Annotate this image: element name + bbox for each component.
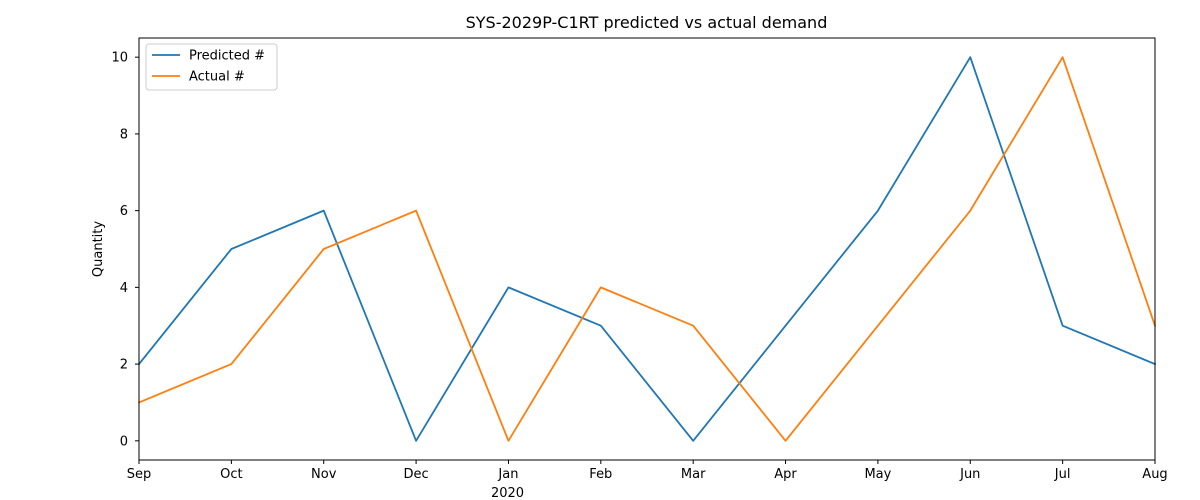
x-axis-year-label: 2020 (491, 486, 524, 500)
legend-label-1: Actual # (189, 70, 245, 85)
y-tick-label: 2 (120, 358, 128, 373)
x-tick-label: Sep (127, 467, 152, 482)
chart-title: SYS-2029P-C1RT predicted vs actual deman… (466, 13, 828, 32)
x-tick-label: Jan (497, 467, 518, 482)
x-tick-label: May (864, 467, 891, 482)
axes-frame (138, 37, 1156, 461)
x-tick-label: Feb (589, 467, 612, 482)
y-tick-label: 8 (120, 127, 128, 142)
x-tick-label: Nov (311, 467, 337, 482)
y-axis-title: Quantity (91, 221, 106, 277)
legend-label-0: Predicted # (189, 49, 265, 64)
y-tick-label: 10 (111, 51, 128, 66)
y-tick-label: 6 (120, 204, 128, 219)
legend: Predicted # Actual # (145, 43, 278, 91)
x-tick-label: Mar (681, 467, 706, 482)
x-tick-label: Apr (774, 467, 797, 482)
y-tick-label: 0 (120, 434, 128, 449)
plot-area (137, 56, 1157, 442)
x-tick-label: Aug (1142, 467, 1167, 482)
x-axis: Sep Oct Nov Dec Jan Feb Mar Apr May Jun Jul Aug (127, 460, 1168, 482)
y-axis: 0 2 4 6 8 10 (111, 51, 139, 449)
series-line-0 (137, 56, 1157, 442)
x-tick-label: Jul (1054, 467, 1071, 482)
x-tick-label: Dec (404, 467, 429, 482)
x-tick-label: Jun (959, 467, 980, 482)
y-tick-label: 4 (120, 281, 128, 296)
series-line-1 (137, 56, 1157, 442)
x-tick-label: Oct (220, 467, 242, 482)
